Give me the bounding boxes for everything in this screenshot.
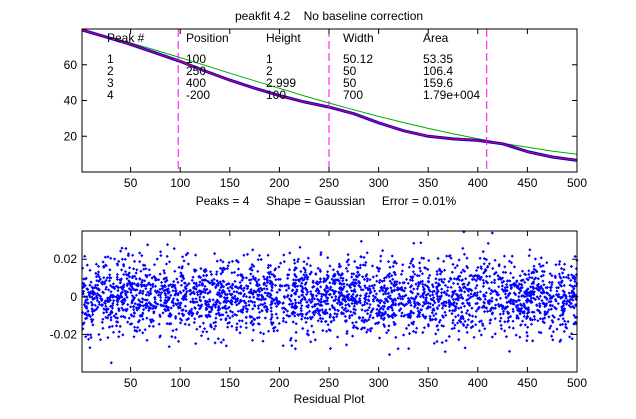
x-tick-label: 250 xyxy=(319,176,339,190)
table-cell: 106.4 xyxy=(423,64,453,78)
residual-axes: 50 100 150 200 250 300 350 400 450 500 -0.02 0 0.02 xyxy=(50,230,587,390)
table-cell: 1 xyxy=(107,52,114,66)
table-header: Position xyxy=(186,31,229,45)
table-header: Width xyxy=(343,31,374,45)
table-cell: 50.12 xyxy=(343,52,373,66)
y-tick-label: 40 xyxy=(64,94,78,108)
residual-panel: 50 100 150 200 250 300 350 400 450 500 -0.02 0 0.02 xyxy=(50,230,587,390)
table-cell: 100 xyxy=(266,88,286,102)
x-tick-label: 500 xyxy=(567,376,587,390)
x-tick-label: 400 xyxy=(468,376,488,390)
table-cell: 100 xyxy=(186,52,206,66)
x-tick-label: 450 xyxy=(517,176,537,190)
y-tick-label: 60 xyxy=(64,58,78,72)
x-tick-label: 450 xyxy=(517,376,537,390)
table-cell: 159.6 xyxy=(423,76,453,90)
table-header: Peak # xyxy=(107,31,145,45)
table-cell: 250 xyxy=(186,64,206,78)
x-tick-label: 100 xyxy=(170,176,190,190)
table-cell: 50 xyxy=(343,76,357,90)
table-cell: 50 xyxy=(343,64,357,78)
table-cell: 400 xyxy=(186,76,206,90)
table-cell: 2 xyxy=(107,64,114,78)
table-cell: 1 xyxy=(266,52,273,66)
x-tick-label: 350 xyxy=(418,176,438,190)
residual-markers xyxy=(80,230,579,365)
x-tick-label: 500 xyxy=(567,176,587,190)
table-header: Height xyxy=(266,31,301,45)
fit-summary: Peaks = 4 Shape = Gaussian Error = 0.01% xyxy=(196,194,457,208)
table-cell: 700 xyxy=(343,88,363,102)
x-tick-label: 200 xyxy=(269,376,289,390)
table-cell: -200 xyxy=(186,88,210,102)
table-cell: 2 xyxy=(266,64,273,78)
y-tick-label: 0 xyxy=(70,290,77,304)
x-tick-label: 100 xyxy=(170,376,190,390)
x-tick-label: 300 xyxy=(369,176,389,190)
y-tick-label: 0.02 xyxy=(54,252,78,266)
residual-plot-label: Residual Plot xyxy=(294,392,365,406)
x-tick-label: 250 xyxy=(319,376,339,390)
x-tick-label: 50 xyxy=(124,376,138,390)
x-tick-label: 350 xyxy=(418,376,438,390)
x-tick-label: 300 xyxy=(369,376,389,390)
residual-points xyxy=(80,230,579,365)
table-cell: 1.79e+004 xyxy=(423,88,480,102)
x-tick-label: 150 xyxy=(220,176,240,190)
y-tick-label: 20 xyxy=(64,129,78,143)
table-cell: 2.999 xyxy=(266,76,296,90)
table-header: Area xyxy=(423,31,449,45)
y-tick-label: -0.02 xyxy=(50,327,78,341)
table-cell: 53.35 xyxy=(423,52,453,66)
x-tick-label: 200 xyxy=(269,176,289,190)
table-cell: 4 xyxy=(107,88,114,102)
x-tick-label: 400 xyxy=(468,176,488,190)
table-cell: 3 xyxy=(107,76,114,90)
x-tick-label: 150 xyxy=(220,376,240,390)
x-tick-label: 50 xyxy=(124,176,138,190)
figure-title: peakfit 4.2 No baseline correction xyxy=(235,9,423,23)
